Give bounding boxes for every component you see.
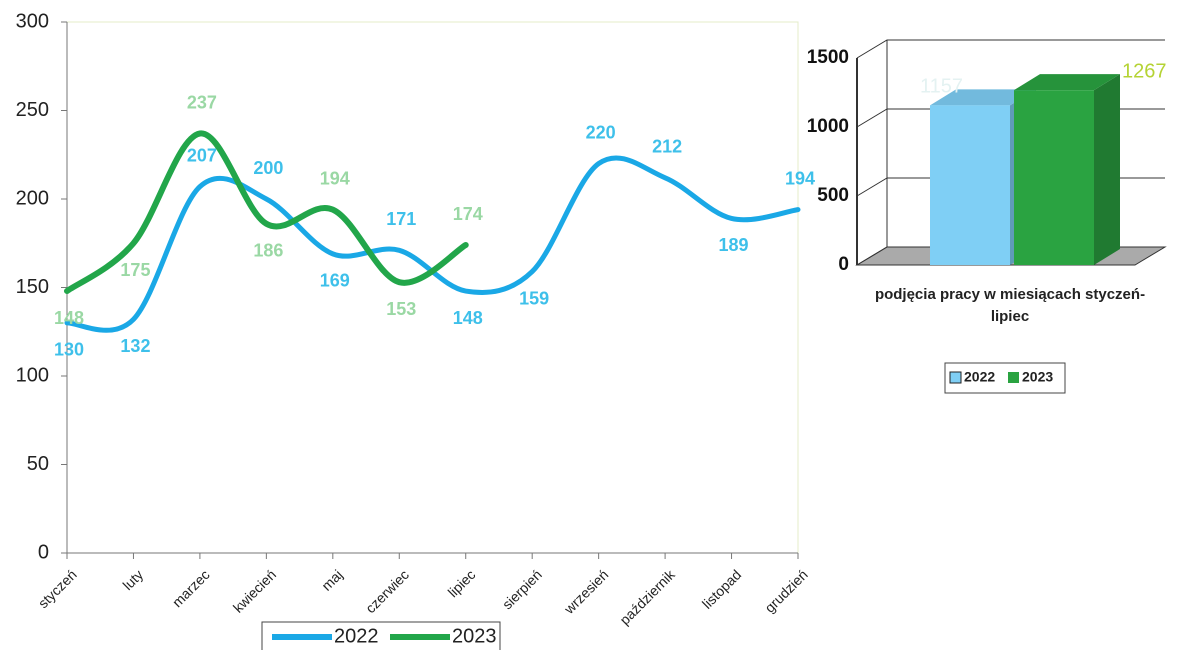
series-line (64, 130, 469, 295)
y-tick-label: 1500 (807, 47, 849, 68)
y-tick-label: 0 (38, 541, 49, 563)
x-tick-label: lipiec (445, 566, 479, 600)
series-line (64, 155, 801, 333)
x-tick-label: czerwiec (362, 566, 412, 616)
x-tick-label: wrzesień (560, 566, 611, 617)
legend-label: 2023 (452, 625, 497, 647)
x-tick-label: kwiecień (230, 566, 279, 615)
bar (1014, 90, 1094, 266)
data-label: 1267 (1122, 60, 1167, 82)
y-tick-label: 1000 (807, 116, 849, 137)
legend-swatch (1008, 372, 1019, 383)
y-tick-label: 100 (16, 364, 49, 386)
data-label: 175 (120, 260, 150, 280)
data-label: 130 (54, 340, 84, 360)
data-label: 207 (187, 145, 217, 165)
data-label: 153 (386, 299, 416, 319)
x-tick-label: styczeń (35, 566, 80, 611)
bar-top (930, 89, 1036, 106)
data-label: 159 (519, 288, 549, 308)
legend-box (944, 362, 1066, 394)
data-label: 189 (719, 235, 749, 255)
bar-x-label: podjęcia pracy w miesiącach styczeń-lipi… (874, 286, 1146, 325)
data-label: 186 (253, 241, 283, 261)
data-label: 171 (386, 209, 416, 229)
data-label: 148 (453, 308, 483, 328)
data-label: 194 (785, 168, 815, 188)
data-label: 174 (453, 204, 483, 224)
x-tick-label: marzec (169, 566, 213, 610)
data-label: 200 (253, 158, 283, 178)
y-tick-label: 500 (817, 185, 849, 206)
grid-line (856, 39, 1165, 59)
x-tick-label: sierpień (499, 566, 545, 612)
data-label: 212 (652, 137, 682, 157)
data-label: 132 (120, 336, 150, 356)
bar-top (1014, 74, 1120, 91)
data-label: 169 (320, 271, 350, 291)
legend-swatch (949, 371, 962, 384)
data-label: 194 (320, 168, 350, 188)
y-tick-label: 0 (838, 254, 849, 275)
x-tick-label: grudzień (761, 566, 810, 615)
data-label: 1157 (920, 76, 963, 98)
x-tick-label: maj (318, 566, 345, 593)
y-tick-label: 150 (16, 276, 49, 298)
data-label: 220 (586, 122, 616, 142)
data-label: 148 (54, 308, 84, 328)
x-tick-label: listopad (699, 566, 744, 611)
y-tick-label: 300 (16, 10, 49, 32)
x-tick-label: luty (119, 566, 146, 593)
plot-border (66, 21, 799, 554)
x-tick-label: październik (616, 566, 678, 628)
y-tick-label: 50 (27, 453, 49, 475)
legend-label: 2022 (964, 369, 995, 385)
data-label: 237 (187, 92, 217, 112)
bar (930, 105, 1010, 265)
legend-label: 2022 (334, 625, 379, 647)
y-tick-label: 250 (16, 99, 49, 121)
legend-label: 2023 (1022, 369, 1053, 385)
y-tick-label: 200 (16, 187, 49, 209)
bar-side (1094, 74, 1120, 266)
